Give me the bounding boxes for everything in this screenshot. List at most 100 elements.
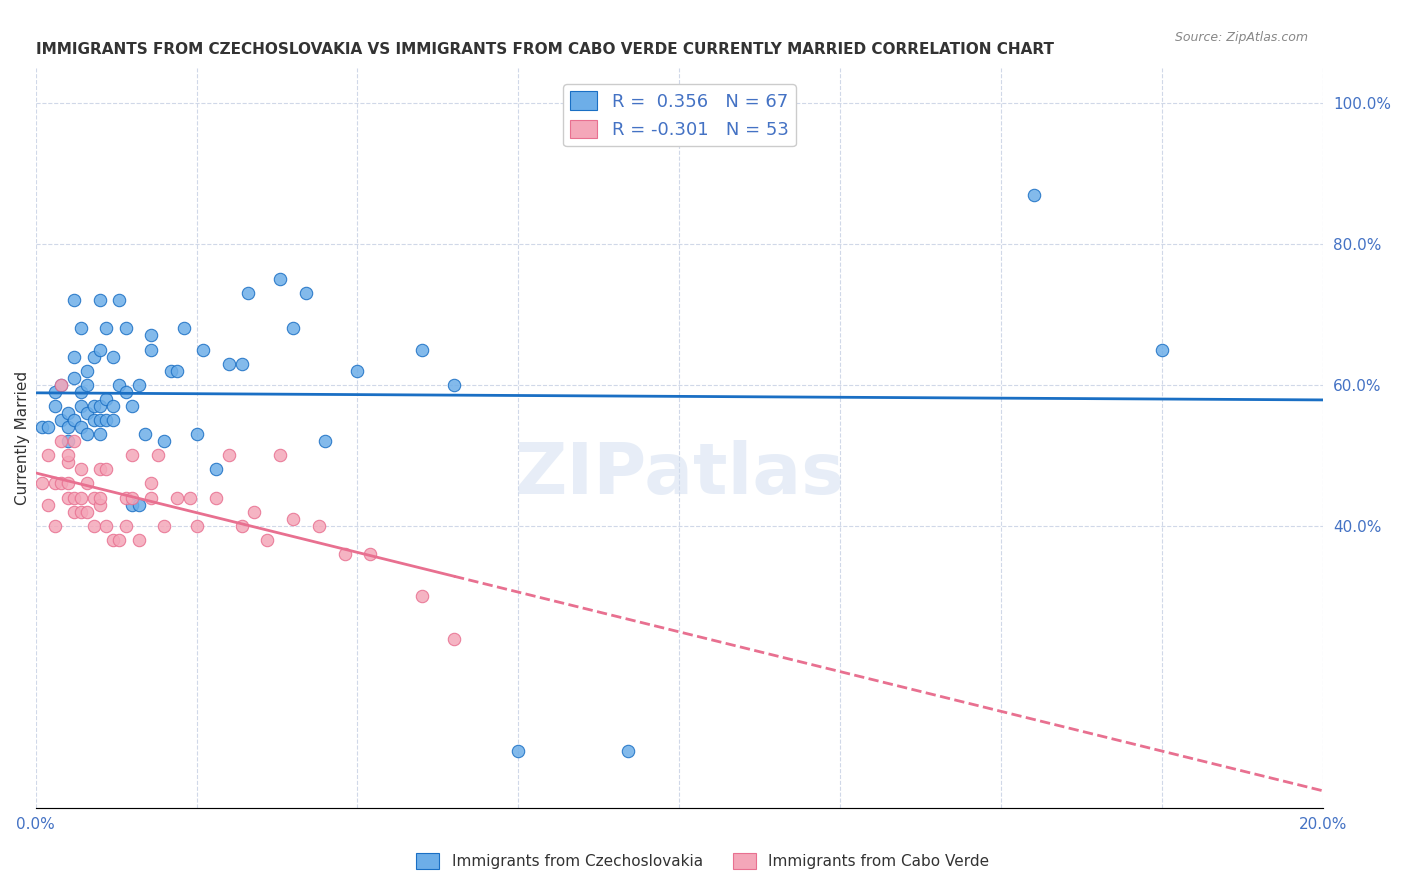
Point	[96, 462, 118, 476]
Point	[63, 505, 86, 519]
Point	[269, 272, 291, 286]
Point	[269, 448, 291, 462]
Point	[51, 434, 73, 449]
Point	[31, 476, 53, 491]
Point	[281, 321, 304, 335]
Point	[128, 498, 150, 512]
Point	[411, 589, 433, 603]
Point	[69, 505, 91, 519]
Point	[333, 547, 356, 561]
Point	[101, 350, 124, 364]
Point	[308, 518, 330, 533]
Point	[51, 377, 73, 392]
Point	[243, 505, 266, 519]
Point	[96, 392, 118, 406]
Point	[411, 343, 433, 357]
Point	[96, 518, 118, 533]
Point	[56, 434, 79, 449]
Point	[114, 384, 136, 399]
Point	[114, 518, 136, 533]
Point	[617, 744, 640, 758]
Point	[51, 377, 73, 392]
Text: ZIPatlas: ZIPatlas	[515, 440, 845, 509]
Point	[114, 321, 136, 335]
Point	[83, 399, 105, 413]
Point	[63, 491, 86, 505]
Point	[69, 420, 91, 434]
Point	[51, 476, 73, 491]
Point	[83, 518, 105, 533]
Point	[141, 328, 163, 343]
Point	[83, 350, 105, 364]
Point	[89, 293, 111, 308]
Point	[89, 343, 111, 357]
Point	[83, 491, 105, 505]
Text: Source: ZipAtlas.com: Source: ZipAtlas.com	[1174, 31, 1308, 45]
Point	[96, 321, 118, 335]
Point	[76, 427, 98, 442]
Point	[141, 343, 163, 357]
Point	[51, 413, 73, 427]
Point	[56, 476, 79, 491]
Point	[37, 498, 59, 512]
Point	[1022, 187, 1045, 202]
Point	[76, 377, 98, 392]
Point	[89, 462, 111, 476]
Point	[281, 512, 304, 526]
Point	[186, 518, 208, 533]
Point	[1152, 343, 1174, 357]
Point	[63, 370, 86, 384]
Point	[166, 491, 188, 505]
Point	[153, 434, 176, 449]
Point	[89, 413, 111, 427]
Point	[44, 399, 66, 413]
Point	[69, 384, 91, 399]
Point	[76, 406, 98, 420]
Point	[63, 293, 86, 308]
Point	[121, 448, 143, 462]
Point	[236, 286, 259, 301]
Point	[76, 476, 98, 491]
Point	[153, 518, 176, 533]
Point	[359, 547, 381, 561]
Point	[141, 491, 163, 505]
Point	[231, 518, 253, 533]
Point	[443, 632, 465, 646]
Point	[69, 321, 91, 335]
Point	[173, 321, 195, 335]
Legend: R =  0.356   N = 67, R = -0.301   N = 53: R = 0.356 N = 67, R = -0.301 N = 53	[562, 84, 796, 146]
Point	[101, 533, 124, 547]
Point	[166, 364, 188, 378]
Point	[56, 448, 79, 462]
Text: IMMIGRANTS FROM CZECHOSLOVAKIA VS IMMIGRANTS FROM CABO VERDE CURRENTLY MARRIED C: IMMIGRANTS FROM CZECHOSLOVAKIA VS IMMIGR…	[35, 42, 1053, 57]
Point	[346, 364, 368, 378]
Point	[141, 476, 163, 491]
Point	[295, 286, 318, 301]
Point	[121, 498, 143, 512]
Point	[89, 498, 111, 512]
Point	[56, 455, 79, 469]
Point	[128, 377, 150, 392]
Point	[83, 413, 105, 427]
Point	[179, 491, 201, 505]
Point	[191, 343, 214, 357]
Point	[205, 462, 228, 476]
Legend: Immigrants from Czechoslovakia, Immigrants from Cabo Verde: Immigrants from Czechoslovakia, Immigran…	[411, 847, 995, 875]
Point	[205, 491, 228, 505]
Point	[44, 518, 66, 533]
Point	[63, 434, 86, 449]
Point	[89, 491, 111, 505]
Point	[218, 357, 240, 371]
Point	[44, 476, 66, 491]
Point	[63, 350, 86, 364]
Point	[121, 491, 143, 505]
Point	[56, 491, 79, 505]
Point	[108, 377, 131, 392]
Point	[128, 533, 150, 547]
Point	[114, 491, 136, 505]
Point	[508, 744, 530, 758]
Point	[314, 434, 336, 449]
Point	[69, 462, 91, 476]
Point	[231, 357, 253, 371]
Point	[134, 427, 156, 442]
